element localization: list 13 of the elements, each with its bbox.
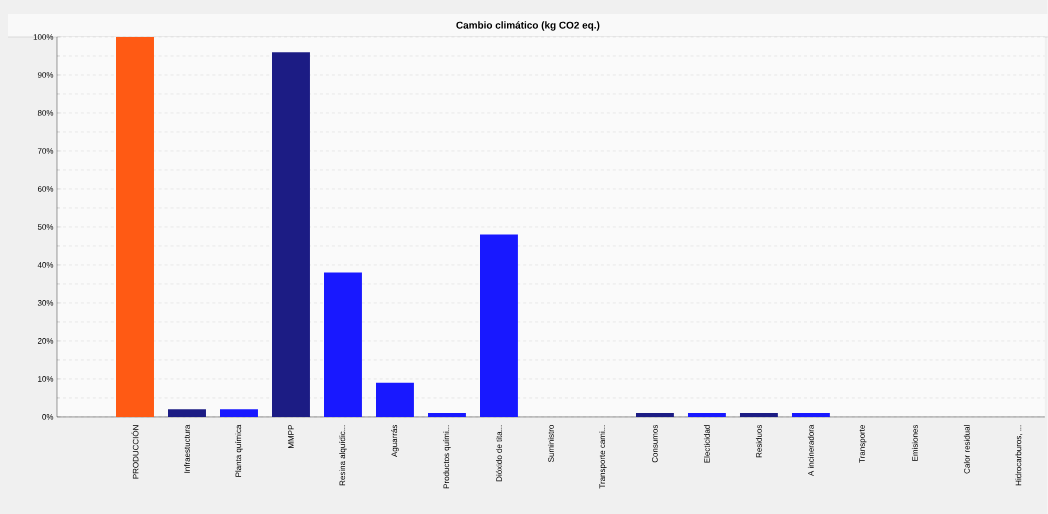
chart-title: Cambio climático (kg CO2 eq.) [456,21,600,31]
bar [323,272,362,417]
bar [791,413,830,417]
bar [687,413,726,417]
bar [479,234,518,417]
bar [635,413,674,417]
bar [271,52,310,417]
bar [115,37,154,417]
bar [427,413,466,417]
bar [167,409,206,417]
bar [375,382,414,417]
bar [219,409,258,417]
bar [739,413,778,417]
